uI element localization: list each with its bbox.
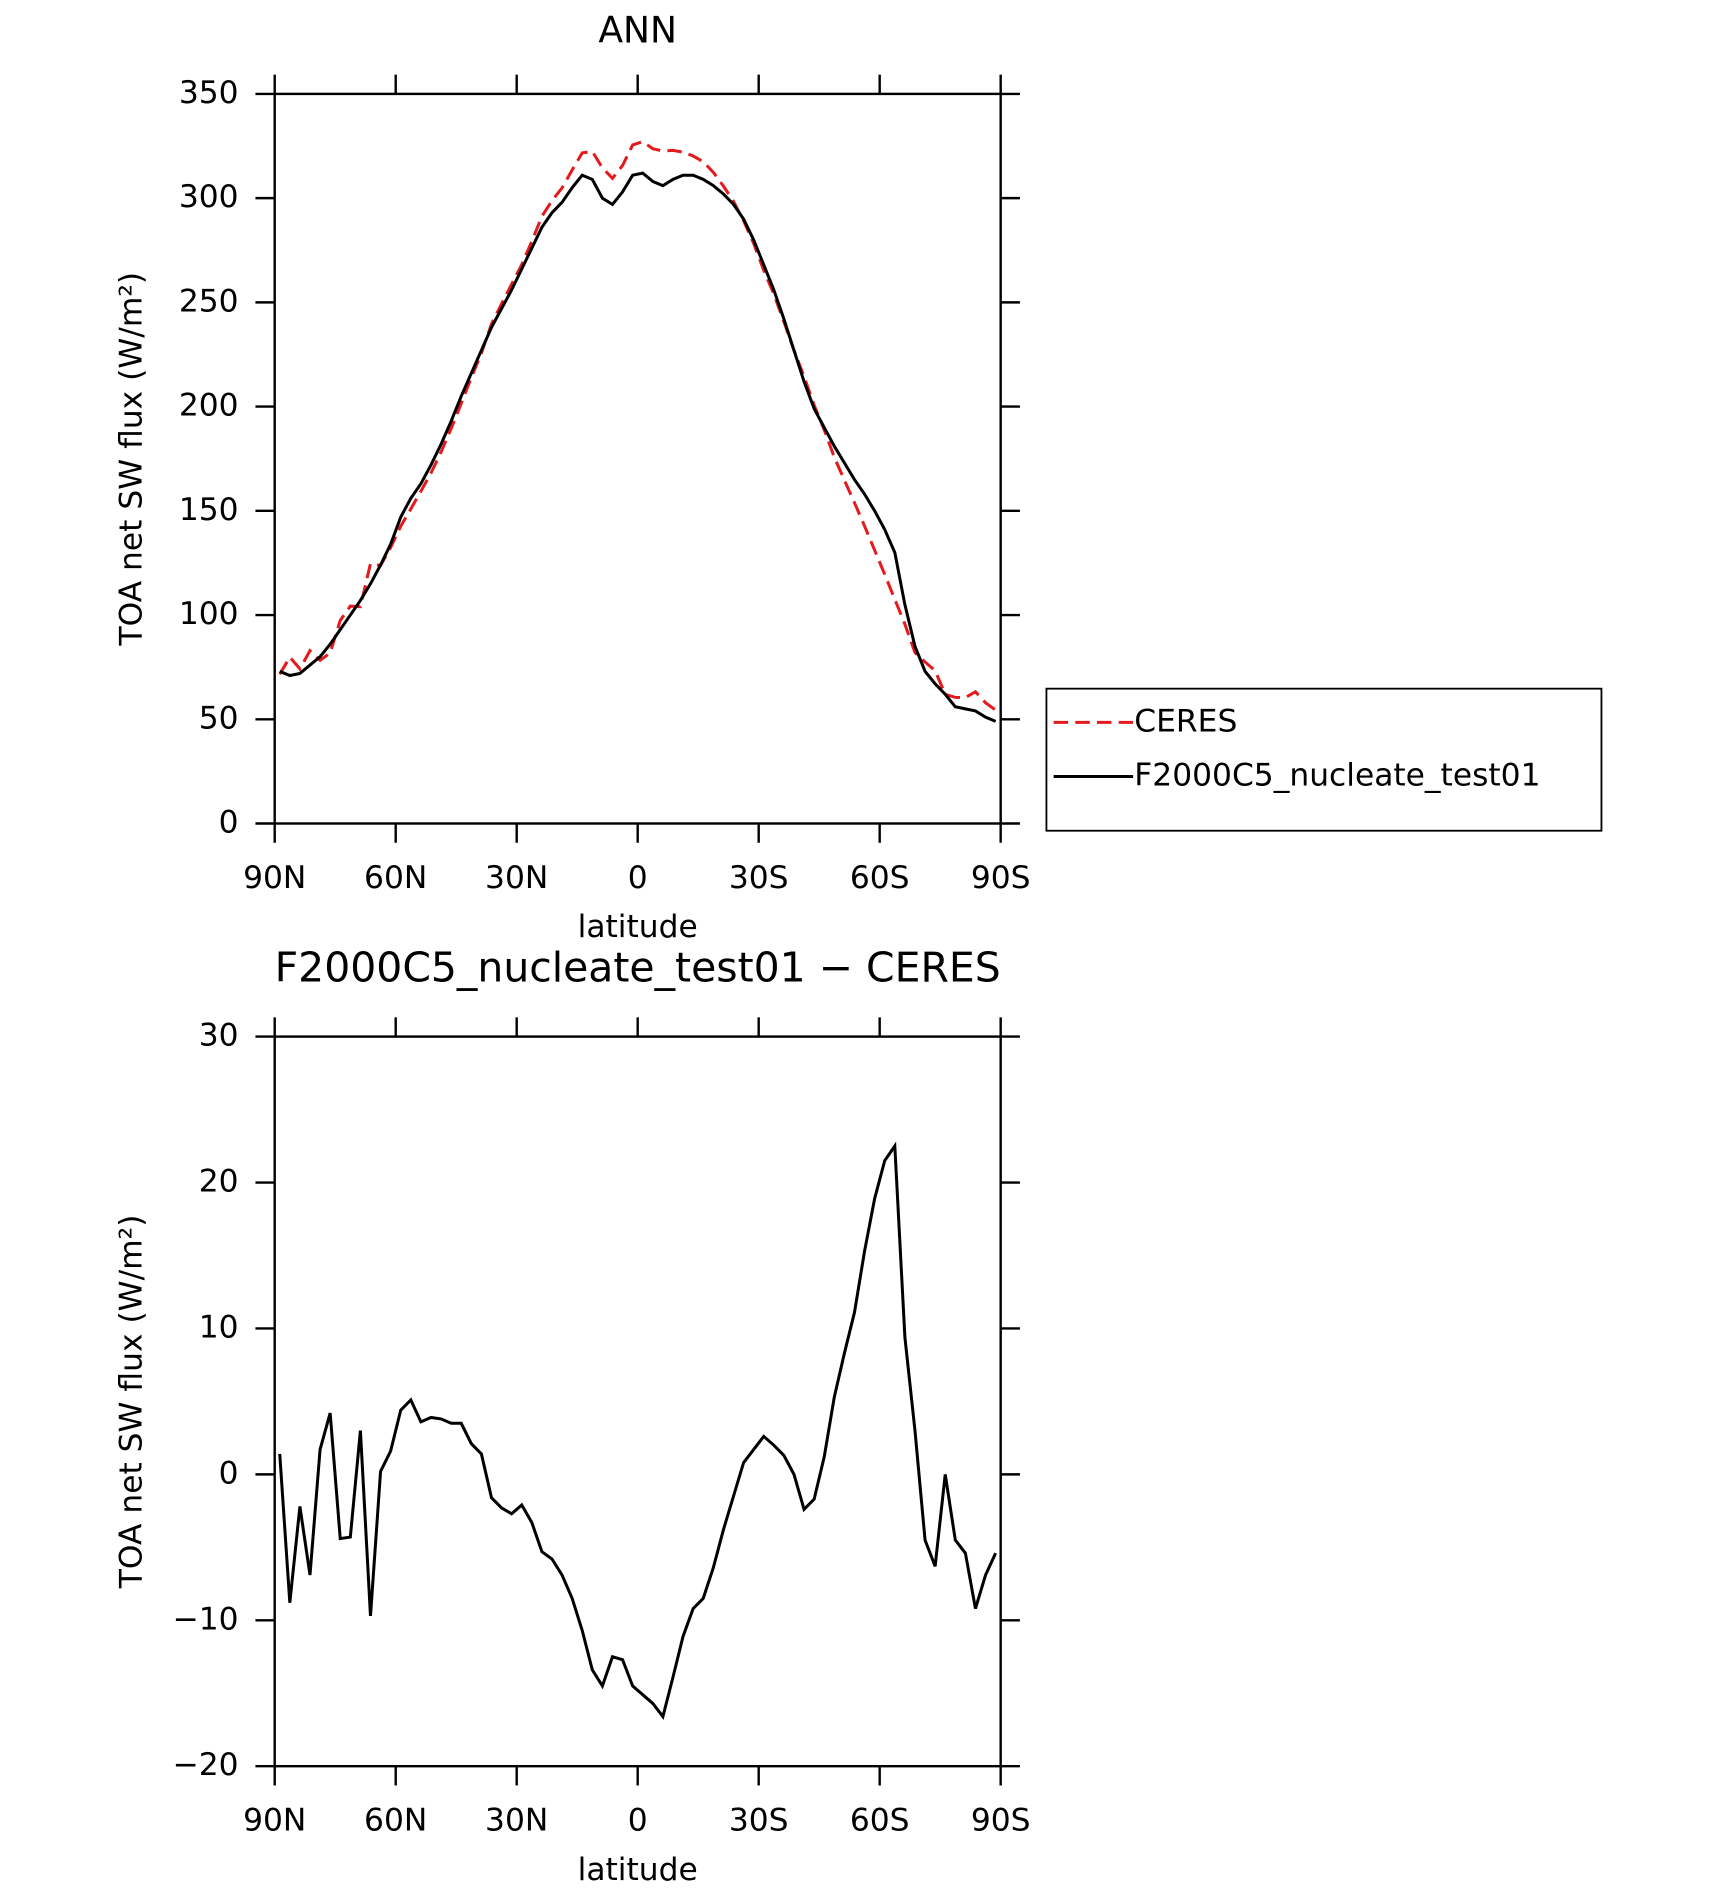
legend-label: CERES (1134, 703, 1237, 739)
y-tick-label: 30 (199, 1018, 239, 1054)
data-line (278, 1141, 998, 1720)
y-tick-label: 150 (179, 492, 239, 528)
x-tick-label: 90N (243, 860, 306, 896)
x-axis-label: latitude (578, 909, 698, 945)
legend-label: F2000C5_nucleate_test01 (1134, 758, 1540, 794)
y-tick-label: 0 (219, 805, 239, 841)
x-tick-label: 0 (628, 1803, 648, 1839)
y-tick-label: 0 (219, 1455, 239, 1491)
y-tick-label: 100 (179, 596, 239, 632)
legend-box (1045, 687, 1603, 832)
y-tick-label: 20 (199, 1164, 239, 1200)
x-tick-label: 60N (364, 1803, 427, 1839)
y-tick-label: 250 (179, 283, 239, 319)
plot-frame (273, 92, 1002, 825)
y-tick-label: 50 (199, 700, 239, 736)
y-tick-label: −20 (173, 1747, 239, 1783)
chart-title: ANN (598, 9, 677, 52)
x-tick-label: 30S (729, 860, 789, 896)
x-tick-label: 60S (850, 860, 910, 896)
y-axis-label: TOA net SW flux (W/m²) (114, 272, 150, 647)
chart-title: F2000C5_nucleate_test01 − CERES (275, 943, 1001, 991)
y-tick-label: −10 (173, 1601, 239, 1637)
data-line (279, 171, 997, 723)
plot-frame (273, 1035, 1002, 1768)
x-tick-label: 60N (364, 860, 427, 896)
y-tick-label: 200 (179, 388, 239, 424)
x-axis-label: latitude (578, 1852, 698, 1888)
x-tick-label: 30N (485, 1803, 548, 1839)
y-tick-label: 350 (179, 75, 239, 111)
x-tick-label: 0 (628, 860, 648, 896)
y-axis-label: TOA net SW flux (W/m²) (114, 1215, 150, 1590)
x-tick-label: 90S (971, 860, 1031, 896)
x-tick-label: 90N (243, 1803, 306, 1839)
x-tick-label: 30N (485, 860, 548, 896)
x-tick-label: 30S (729, 1803, 789, 1839)
x-tick-label: 60S (850, 1803, 910, 1839)
x-tick-label: 90S (971, 1803, 1031, 1839)
y-tick-label: 300 (179, 179, 239, 215)
data-line (278, 139, 997, 712)
y-tick-label: 10 (199, 1309, 239, 1345)
